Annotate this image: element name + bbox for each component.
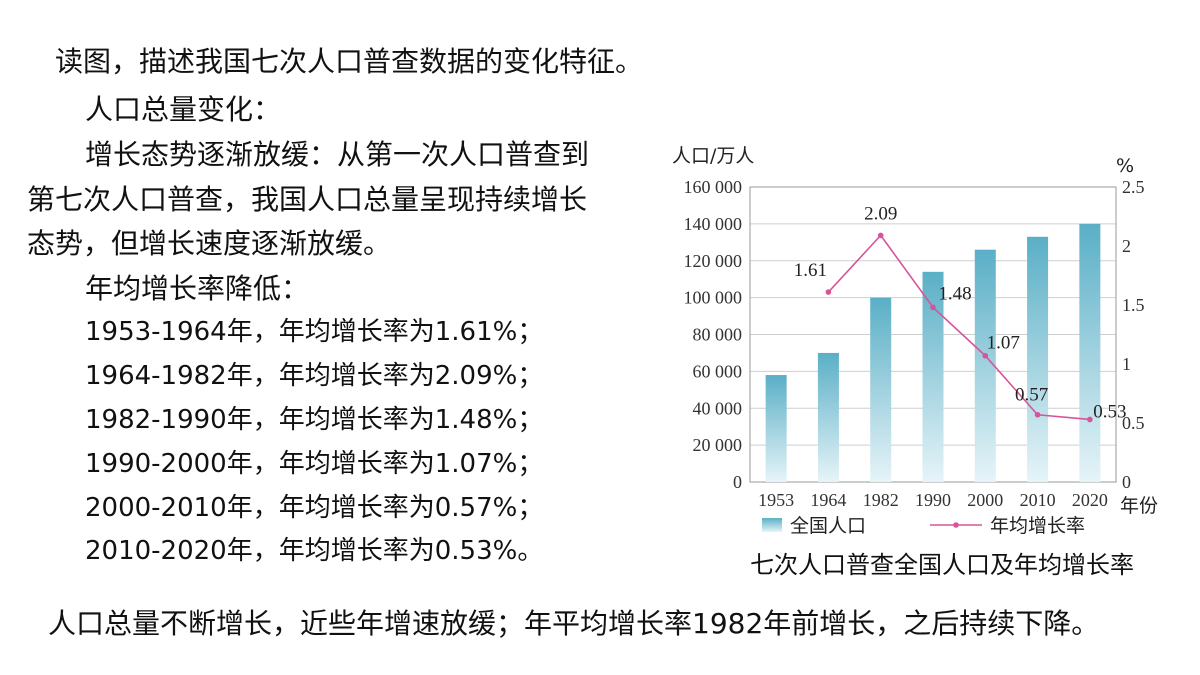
y-axis-label: 人口/万人: [672, 145, 754, 167]
y-tick-label: 40 000: [693, 398, 743, 418]
population-bar: [870, 297, 892, 482]
rate-line: 2010-2020年，年均增长率为0.53%。: [85, 536, 544, 566]
population-bar: [1027, 236, 1049, 482]
x-tick-label: 1953: [758, 490, 794, 510]
y-tick-label: 60 000: [693, 361, 743, 381]
y-tick-label: 140 000: [684, 214, 743, 234]
bars: [765, 223, 1101, 482]
paragraph-line-3: 态势，但增长速度逐渐放缓。: [27, 227, 392, 260]
question-text: 读图，描述我国七次人口普查数据的变化特征。: [55, 45, 644, 78]
x-tick-label: 1990: [915, 490, 951, 510]
y-tick-label: 0: [733, 472, 742, 492]
y-tick-label: 160 000: [684, 177, 743, 197]
y-tick-label: 100 000: [684, 288, 743, 308]
growth-rate-line: 1.61 2.09 1.48 1.07 0.57 0.53: [794, 203, 1127, 422]
conclusion-text: 人口总量不断增长，近些年增速放缓；年平均增长率1982年前增长，之后持续下降。: [48, 607, 1100, 640]
growth-rate-label: 1.48: [938, 283, 971, 304]
population-chart: 1.61 2.09 1.48 1.07 0.57 0.53 0 20 000 40 000 60…: [672, 145, 1158, 537]
population-bar: [974, 249, 996, 482]
paragraph-line-1: 增长态势逐渐放缓：从第一次人口普查到: [85, 138, 590, 171]
rate-line: 1964-1982年，年均增长率为2.09%；: [85, 361, 544, 391]
growth-rate-label: 0.57: [1015, 385, 1048, 406]
legend-line-point: [953, 522, 959, 528]
x-axis-label: 年份: [1120, 495, 1158, 517]
growth-rate-point: [930, 304, 936, 311]
growth-rate-polyline: [827, 234, 1090, 421]
y2-tick-label: 0.5: [1122, 413, 1145, 433]
legend: 全国人口 年均增长率: [762, 515, 1085, 537]
y2-axis-label: %: [1116, 155, 1134, 177]
x-tick-label: 2010: [1020, 490, 1056, 510]
growth-rate-point: [1034, 411, 1041, 418]
growth-rate-point: [825, 289, 832, 295]
y2-tick-label: 1: [1122, 354, 1131, 374]
x-tick-label: 1982: [863, 490, 899, 510]
population-bar: [765, 375, 787, 482]
y-tick-label: 120 000: [684, 251, 743, 271]
x-tick-label: 2000: [967, 490, 1003, 510]
growth-rate-point: [877, 232, 884, 239]
x-tick-label: 1964: [810, 490, 846, 510]
y2-tick-label: 0: [1122, 472, 1131, 492]
axes: 0 20 000 40 000 60 000 80 000 100 000 120 000 1…: [672, 145, 1158, 517]
population-bar: [1079, 223, 1101, 482]
legend-label-population: 全国人口: [790, 515, 866, 537]
rate-line: 1990-2000年，年均增长率为1.07%；: [85, 449, 544, 479]
paragraph-line-2: 第七次人口普查，我国人口总量呈现持续增长: [27, 183, 588, 216]
legend-bar-swatch: [762, 518, 782, 532]
rate-line: 1953-1964年，年均增长率为1.61%；: [85, 317, 544, 347]
rate-line: 1982-1990年，年均增长率为1.48%；: [85, 405, 544, 435]
population-bar: [922, 271, 944, 482]
chart-title: 七次人口普查全国人口及年均增长率: [750, 551, 1134, 579]
growth-rate-label: 0.53: [1093, 401, 1126, 422]
legend-label-growth-rate: 年均增长率: [990, 515, 1085, 537]
growth-rate-point: [1087, 416, 1093, 423]
y2-tick-label: 2.5: [1122, 177, 1145, 197]
y2-tick-label: 2: [1122, 236, 1131, 256]
growth-rate-label: 2.09: [864, 203, 897, 224]
y-tick-label: 80 000: [693, 325, 743, 345]
population-bar: [817, 352, 839, 482]
rate-line: 2000-2010年，年均增长率为0.57%；: [85, 493, 544, 523]
heading-total-change: 人口总量变化：: [85, 93, 282, 126]
x-tick-label: 2020: [1072, 490, 1108, 510]
growth-rate-point: [982, 352, 989, 359]
growth-rate-label: 1.61: [794, 260, 827, 281]
heading-rate-decline: 年均增长率降低：: [85, 272, 310, 305]
y2-tick-label: 1.5: [1122, 295, 1145, 315]
y-tick-label: 20 000: [693, 435, 743, 455]
growth-rate-label: 1.07: [987, 333, 1020, 354]
